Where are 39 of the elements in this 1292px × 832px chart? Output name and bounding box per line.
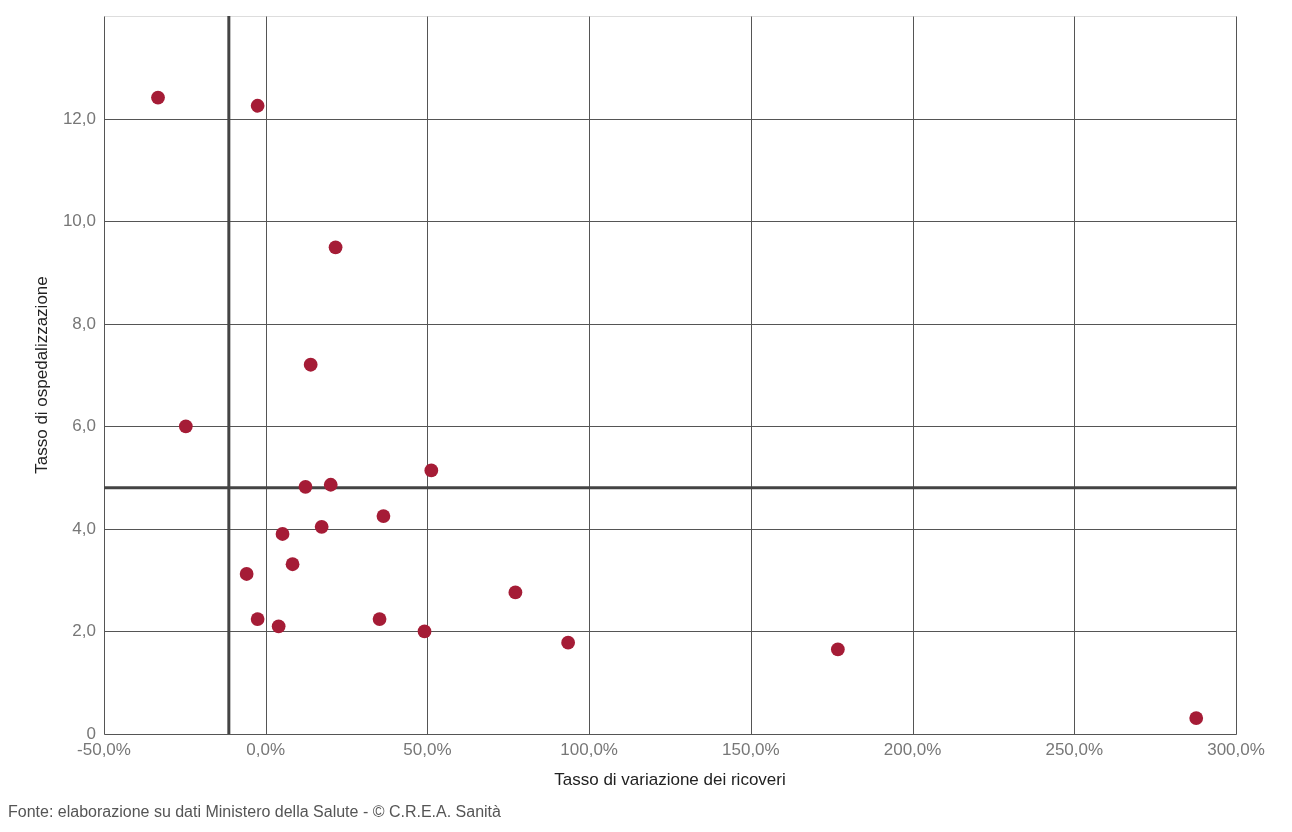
y-axis-title: Tasso di ospedalizzazione: [32, 276, 51, 474]
point: [285, 557, 300, 572]
y-tick-label: 0: [86, 724, 96, 743]
x-tick-label: 100,0%: [560, 740, 618, 759]
y-tick-label: 12,0: [62, 108, 96, 128]
point: [561, 635, 576, 650]
x-tick-label: 150,0%: [722, 740, 780, 759]
point: [417, 624, 432, 639]
point: [275, 527, 290, 541]
point: [250, 98, 265, 113]
point: [303, 357, 318, 372]
point: [271, 619, 286, 634]
point: [239, 567, 254, 581]
x-tick-label: -50,0%: [77, 740, 131, 759]
source-note: Fonte: elaborazione su dati Ministero della Salute - © C.R.E.A. Sanità: [8, 803, 502, 820]
x-tick-label: 50,0%: [403, 740, 452, 759]
y-tick-label: 10,0: [62, 211, 96, 231]
point: [178, 419, 193, 434]
y-tick-label: 8,0: [72, 313, 96, 333]
point: [424, 463, 439, 478]
x-axis-title: Tasso di variazione dei ricoveri: [554, 770, 786, 789]
x-tick-label: 200,0%: [883, 740, 942, 759]
point: [508, 585, 523, 600]
point: [298, 479, 313, 494]
y-tick-label: 6,0: [72, 416, 96, 436]
point: [376, 509, 391, 523]
point: [314, 519, 329, 534]
point: [250, 612, 265, 626]
point: [328, 240, 343, 255]
y-tick-label: 2,0: [72, 621, 96, 641]
point: [151, 90, 165, 105]
point: [830, 642, 845, 657]
x-tick-label: 300,0%: [1207, 740, 1265, 759]
point: [372, 612, 387, 626]
y-tick-label: 4,0: [72, 518, 96, 538]
x-tick-label: 0,0%: [246, 740, 286, 759]
point: [323, 477, 338, 492]
point: [1189, 711, 1204, 725]
x-tick-label: 250,0%: [1045, 740, 1104, 759]
